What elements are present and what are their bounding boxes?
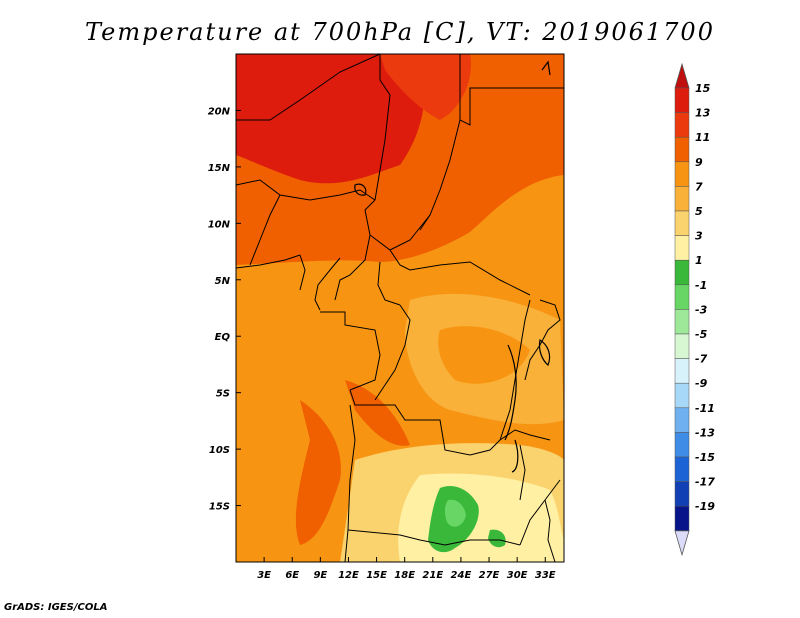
colorbar-swatch — [674, 382, 690, 409]
colorbar-swatch — [674, 309, 690, 335]
colorbar-label: -13 — [695, 426, 715, 439]
colorbar-swatch — [674, 456, 690, 482]
footer-credit: GrADS: IGES/COLA — [4, 602, 108, 613]
colorbar-swatch — [674, 186, 690, 212]
colorbar-swatch — [674, 210, 690, 236]
colorbar-label: -19 — [695, 500, 715, 513]
colorbar-label: 5 — [695, 205, 703, 218]
colorbar-swatch — [674, 235, 690, 261]
colorbar-top-arrow — [674, 62, 690, 89]
colorbar-label: -5 — [695, 328, 708, 341]
lat-tick-label: 10S — [209, 445, 230, 456]
colorbar: 15 13 11 9 7 5 3 1 -1 -3 -5 -7 -9 -11 -13 -15 -17 -19 — [674, 62, 715, 557]
latitude-axis: 20N 15N 10N 5N EQ 5S 10S 15S — [208, 106, 241, 513]
lat-tick-label: EQ — [215, 332, 231, 343]
colorbar-swatch — [674, 161, 690, 187]
lakes — [354, 60, 551, 473]
colorbar-swatch — [674, 112, 690, 138]
lat-tick-label: 10N — [208, 219, 231, 230]
lon-tick-label: 24E — [451, 570, 472, 581]
temperature-field — [236, 54, 564, 562]
colorbar-swatch — [674, 259, 690, 286]
colorbar-label: -1 — [695, 279, 707, 292]
colorbar-label: -15 — [695, 451, 715, 464]
colorbar-label: 7 — [695, 180, 703, 193]
colorbar-label: 9 — [695, 156, 703, 169]
lon-tick-label: 12E — [338, 570, 359, 581]
colorbar-swatch — [674, 87, 690, 113]
colorbar-label: -7 — [695, 353, 708, 366]
colorbar-label: 1 — [695, 254, 703, 267]
lon-tick-label: 27E — [479, 570, 500, 581]
colorbar-swatch — [674, 333, 690, 359]
colorbar-label: -9 — [695, 377, 708, 390]
colorbar-label: -17 — [695, 476, 715, 489]
lon-tick-label: 33E — [535, 570, 556, 581]
colorbar-swatch — [674, 481, 690, 507]
map-frame — [235, 53, 565, 563]
colorbar-label: -11 — [695, 402, 715, 415]
colorbar-label: 15 — [695, 82, 711, 95]
lon-tick-label: 21E — [422, 570, 443, 581]
colorbar-bottom-arrow — [674, 530, 690, 557]
colorbar-swatch — [674, 505, 690, 532]
lat-tick-label: 15N — [208, 163, 231, 174]
chart-title: Temperature at 700hPa [C], VT: 201906170… — [85, 18, 715, 46]
colorbar-swatch — [674, 284, 690, 310]
colorbar-swatch — [674, 358, 690, 384]
lon-tick-label: 15E — [366, 570, 387, 581]
colorbar-label: 11 — [695, 131, 710, 144]
lon-tick-label: 9E — [313, 570, 327, 581]
colorbar-swatch — [674, 407, 690, 433]
colorbar-swatch — [674, 432, 690, 458]
colorbar-label: 3 — [695, 230, 703, 243]
lat-tick-label: 15S — [209, 502, 230, 513]
colorbar-label: 13 — [695, 107, 711, 120]
colorbar-swatch — [674, 136, 690, 163]
lon-tick-label: 18E — [394, 570, 415, 581]
lon-tick-label: 6E — [285, 570, 299, 581]
lon-tick-label: 30E — [507, 570, 528, 581]
lat-tick-label: 5S — [216, 389, 230, 400]
colorbar-label: -3 — [695, 303, 708, 316]
lon-tick-label: 3E — [257, 570, 271, 581]
longitude-axis: 3E 6E 9E 12E 15E 18E 21E 24E 27E 30E 33E — [257, 557, 556, 581]
lat-tick-label: 5N — [215, 276, 231, 287]
lat-tick-label: 20N — [208, 106, 231, 117]
